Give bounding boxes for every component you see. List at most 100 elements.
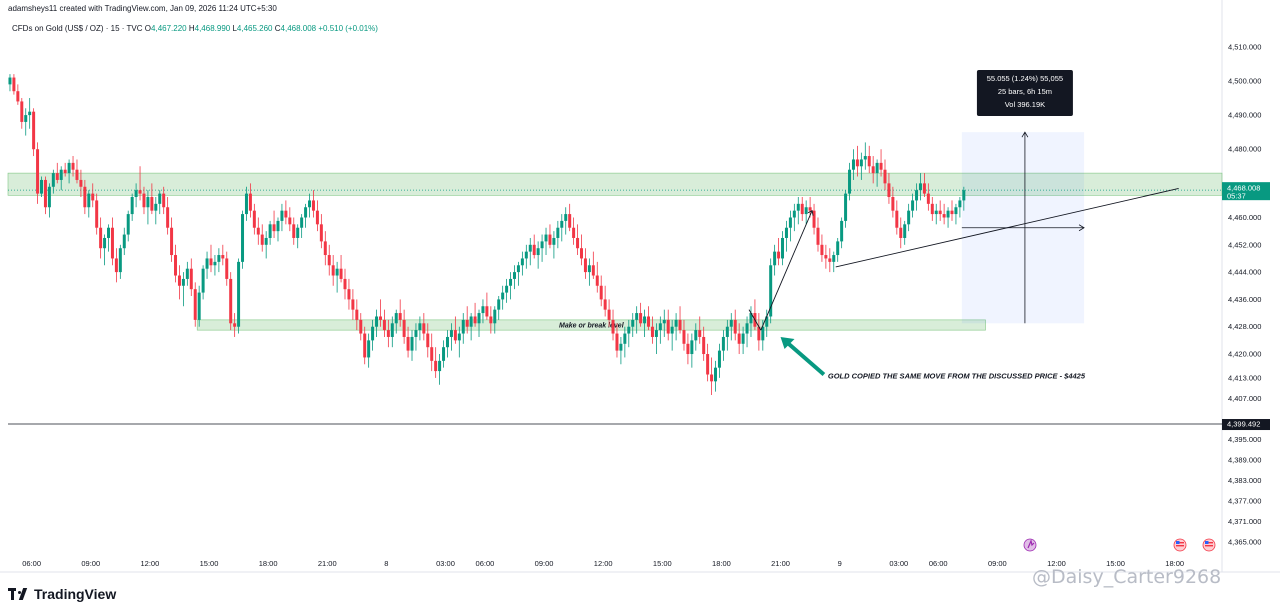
us-flag-icon — [1173, 538, 1187, 552]
candle — [942, 203, 946, 225]
candle — [367, 333, 371, 368]
candle-body — [706, 354, 710, 375]
candle-body — [922, 183, 926, 194]
candle — [311, 190, 315, 218]
candle-body — [107, 227, 111, 238]
symbol-name[interactable]: CFDs on Gold (US$ / OZ) · 15 · TVC — [12, 24, 143, 33]
y-tick-label: 4,407.000 — [1228, 394, 1261, 403]
candle-body — [205, 258, 209, 269]
candle — [528, 237, 532, 266]
candle-body — [8, 77, 12, 85]
candle-body — [548, 234, 552, 245]
candle — [193, 282, 197, 327]
candle-body — [55, 173, 59, 180]
candle — [343, 268, 347, 300]
candle-body — [264, 237, 268, 245]
candle-body — [229, 278, 233, 324]
x-tick-label: 18:00 — [712, 559, 731, 568]
candle — [769, 258, 773, 324]
candle-body — [300, 217, 304, 228]
candle — [292, 217, 296, 245]
candle-body — [765, 316, 769, 327]
candle — [512, 265, 516, 290]
x-tick-label: 09:00 — [988, 559, 1007, 568]
tradingview-logo[interactable]: TradingView — [8, 586, 116, 602]
candle-body — [181, 278, 185, 286]
candle — [702, 326, 706, 361]
candle — [442, 340, 446, 368]
candle — [430, 333, 434, 372]
candle — [690, 333, 694, 368]
candle-body — [489, 316, 493, 324]
candle-body — [426, 333, 430, 348]
candle-body — [859, 159, 863, 167]
candle — [867, 145, 871, 174]
y-tick-label: 4,377.000 — [1228, 496, 1261, 505]
candle — [493, 306, 497, 334]
candle-body — [118, 248, 122, 273]
candle — [174, 244, 178, 283]
candle-body — [615, 333, 619, 351]
candle — [556, 220, 560, 249]
candle — [619, 336, 623, 365]
close-label: C — [274, 24, 281, 33]
h-line-badge — [1222, 419, 1270, 431]
candle — [386, 319, 390, 348]
candle-body — [808, 207, 812, 211]
candle-body — [784, 227, 788, 238]
candle-body — [36, 149, 40, 194]
candle-body — [225, 258, 229, 279]
annotation-arrow-head — [780, 336, 795, 349]
candle-body — [883, 169, 887, 184]
x-tick-label: 18:00 — [259, 559, 278, 568]
candle-body — [445, 336, 449, 348]
candle-body — [237, 261, 241, 327]
y-tick-label: 4,510.000 — [1228, 42, 1261, 51]
candle — [331, 255, 335, 286]
candle-body — [745, 323, 749, 334]
candle — [532, 234, 536, 259]
candle-body — [304, 207, 308, 218]
candle-body — [174, 255, 178, 276]
low-label: L — [232, 24, 237, 33]
candle — [658, 316, 662, 344]
candle — [477, 309, 481, 337]
candle — [445, 330, 449, 358]
candle — [796, 197, 800, 225]
candle-body — [505, 285, 509, 293]
candle-body — [520, 258, 524, 266]
candle — [146, 190, 150, 225]
candle-body — [386, 330, 390, 337]
candle-body — [631, 319, 635, 327]
candle — [603, 285, 607, 317]
candle-body — [623, 333, 627, 344]
candle — [654, 323, 658, 355]
candle-body — [134, 190, 138, 198]
candle-body — [568, 214, 572, 228]
candle — [489, 306, 493, 334]
candle — [800, 197, 804, 221]
candle — [268, 220, 272, 245]
candle-body — [516, 265, 520, 273]
candle — [453, 316, 457, 344]
y-tick-label: 4,365.000 — [1228, 537, 1261, 546]
candle-body — [721, 336, 725, 351]
candle — [166, 197, 170, 235]
chart-credit: adamsheys11 created with TradingView.com… — [8, 4, 277, 13]
candle — [544, 227, 548, 256]
candle-body — [954, 207, 958, 215]
candle — [576, 224, 580, 256]
candle-body — [40, 179, 44, 194]
candle — [237, 258, 241, 334]
candle — [217, 248, 221, 273]
candle-body — [698, 330, 702, 337]
measure-tooltip-line-2: Vol 396.19K — [1005, 100, 1045, 109]
candle-body — [103, 237, 107, 249]
candle — [516, 261, 520, 286]
candle-body — [871, 166, 875, 174]
candle — [871, 156, 875, 184]
candle — [808, 197, 812, 218]
candle-body — [59, 169, 63, 180]
candle-body — [552, 237, 556, 245]
